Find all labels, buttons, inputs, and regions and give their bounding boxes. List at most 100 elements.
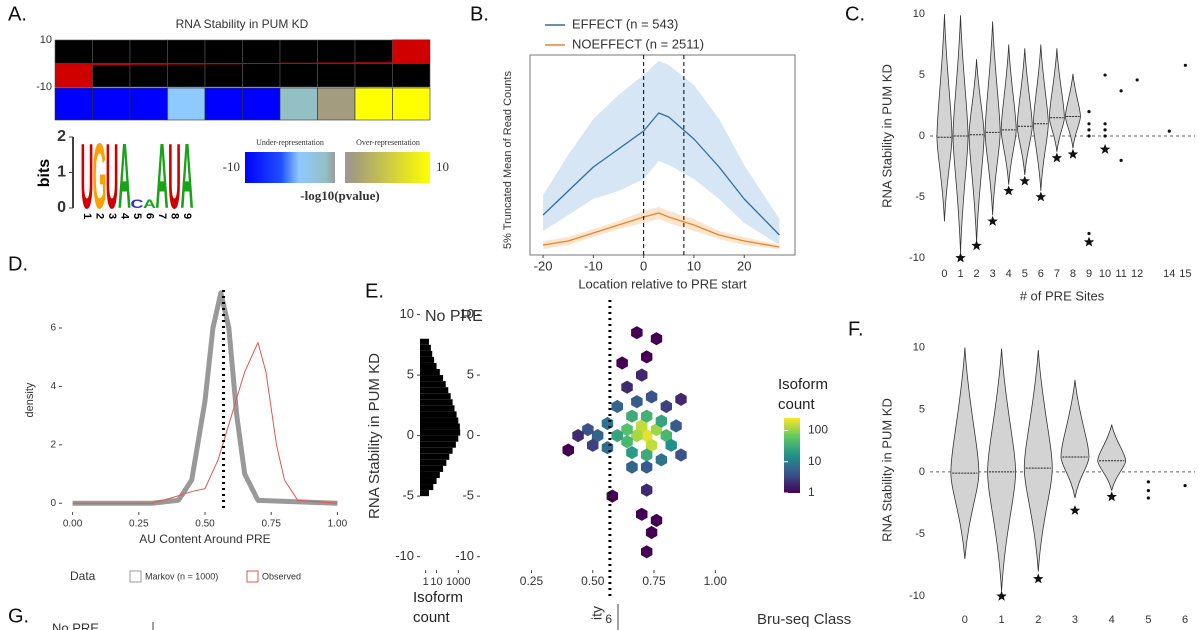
data-line — [72, 290, 338, 506]
x-tick-label: 8 — [1070, 268, 1076, 280]
hex-cell — [626, 446, 638, 460]
colorbar-tick-label: 10 — [808, 454, 822, 468]
stability-bar — [242, 63, 280, 64]
hex-cell — [641, 409, 653, 423]
violin — [987, 348, 1016, 592]
x-tick-label: 0.00 — [63, 519, 83, 530]
hex-cell — [636, 507, 648, 521]
hex-cell — [606, 489, 619, 503]
logo-position: 3 — [106, 213, 118, 219]
significance-cell — [279, 87, 318, 121]
text-label: Data — [70, 569, 96, 583]
hex-cell — [641, 350, 653, 364]
outlier-point — [1087, 128, 1091, 132]
data-line — [542, 212, 780, 248]
histogram-bar — [420, 441, 456, 448]
x-tick-label: 1 — [423, 576, 429, 588]
violin — [984, 21, 1001, 216]
axis-title: RNA Stability in PUM KD — [366, 353, 383, 519]
histogram-bar — [420, 453, 450, 460]
hex-cell — [616, 356, 628, 370]
x-tick-label: 14 — [1163, 268, 1175, 280]
outlier-point — [1087, 231, 1091, 236]
data-line — [542, 112, 780, 236]
histogram-bar — [420, 447, 453, 454]
significance-star — [1019, 175, 1030, 186]
text-label: D. — [8, 253, 28, 275]
logo-letter: A — [156, 125, 169, 229]
y-tick-label: 2 — [50, 439, 56, 450]
significance-cell — [129, 87, 168, 121]
y-tick-label: 0 — [407, 427, 414, 442]
logo-position: 8 — [169, 213, 181, 219]
text-label: G. — [8, 605, 29, 627]
hex-cell — [660, 429, 672, 443]
hex-cell — [670, 419, 682, 433]
x-tick-label: 4 — [1006, 268, 1012, 280]
text-label: F. — [848, 318, 864, 340]
hex-cell — [572, 429, 584, 443]
axis-title: RNA Stability in PUM KD — [879, 64, 894, 208]
x-tick-label: 11 — [1115, 268, 1126, 280]
hex-cell — [675, 392, 687, 406]
x-tick-label: 1 — [999, 614, 1005, 626]
significance-star — [955, 252, 966, 263]
stability-bar — [167, 63, 205, 65]
significance-star — [1069, 505, 1081, 515]
logo-letter: U — [168, 125, 181, 229]
y-tick-label: -10 — [455, 548, 474, 563]
outlier-point — [1103, 73, 1107, 77]
colorbar-title: Isoform count — [778, 376, 829, 413]
x-tick-label: 0 — [941, 268, 947, 280]
hex-cell — [665, 438, 677, 452]
x-tick-label: 0.50 — [581, 574, 605, 588]
violin — [1097, 424, 1127, 491]
x-tick-label: 5 — [1022, 268, 1028, 280]
colorbar-low — [245, 152, 335, 183]
significance-star — [996, 590, 1007, 601]
text-label: A. — [8, 3, 27, 25]
hex-cell — [621, 380, 633, 394]
hex-cell — [626, 460, 638, 474]
logo-letter: A — [181, 125, 194, 229]
y-tick-label: -5 — [462, 488, 474, 503]
colorbar-tick-label: 100 — [808, 423, 828, 437]
histogram-bar — [420, 484, 434, 491]
significance-cell — [242, 87, 281, 121]
hex-cell — [641, 448, 653, 462]
logo-y-label: bits — [36, 159, 53, 188]
legend-label: NOEFFECT (n = 2511) — [572, 36, 704, 51]
y-tick-label: 0 — [919, 466, 925, 478]
outlier-point — [1103, 134, 1107, 138]
logo-letter: A — [143, 198, 156, 212]
hex-cell — [655, 453, 668, 467]
hex-cell — [626, 409, 638, 423]
colorbar-label: -log10(pvalue) — [300, 188, 379, 203]
y-tick-label: 10 — [913, 341, 925, 353]
x-tick-label: -10 — [584, 258, 603, 273]
violin — [936, 14, 953, 222]
logo-position: 4 — [119, 213, 131, 220]
x-tick-label: 6 — [1182, 614, 1188, 626]
hex-cell — [631, 326, 643, 340]
logo-letter: G — [92, 125, 106, 229]
hex-cell — [660, 399, 672, 414]
histogram-bar — [420, 393, 451, 400]
histogram-bar — [420, 350, 433, 357]
histogram-x-label: Isoform count — [413, 589, 464, 626]
x-tick-label: 0.25 — [129, 519, 149, 530]
histogram-bar — [420, 459, 447, 466]
histogram-bar — [420, 369, 440, 376]
stability-bar — [205, 63, 243, 65]
legend-label: Observed — [262, 571, 301, 581]
axis-title: density — [24, 382, 36, 417]
histogram-bar — [420, 344, 431, 351]
x-tick-label: 3 — [990, 268, 996, 280]
hex-cell — [641, 429, 653, 443]
histogram-bar — [420, 338, 429, 345]
significance-cell — [354, 87, 393, 121]
text-label: AU Content Around PRE — [139, 532, 270, 546]
x-tick-label: 12 — [1131, 268, 1143, 280]
x-tick-label: 2 — [1035, 614, 1041, 626]
hex-cell — [645, 390, 658, 404]
